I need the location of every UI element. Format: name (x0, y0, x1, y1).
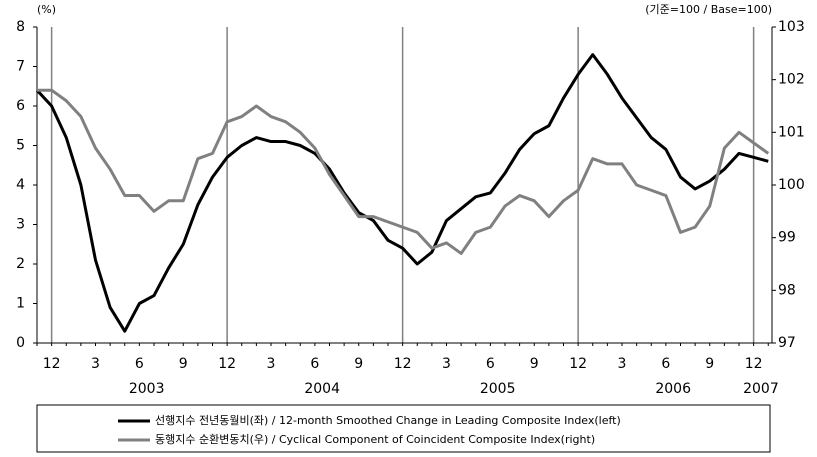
y2-tick-label: 102 (778, 72, 805, 88)
legend-label: 선행지수 전년동월비(좌) / 12-month Smoothed Change… (155, 414, 621, 427)
x-tick-label: 6 (135, 356, 144, 372)
y-tick-label: 1 (16, 296, 25, 312)
x-tick-label: 6 (310, 356, 319, 372)
y-unit-label: (%) (37, 3, 56, 16)
x-tick-label: 3 (91, 356, 100, 372)
y-tick-label: 0 (16, 335, 25, 351)
x-tick-label: 12 (394, 356, 412, 372)
year-label: 2007 (743, 381, 779, 397)
y-tick-label: 8 (16, 19, 25, 35)
y-tick-label: 5 (16, 138, 25, 154)
y-tick-label: 4 (16, 177, 25, 193)
year-label: 2005 (480, 381, 516, 397)
y2-tick-label: 100 (778, 177, 805, 193)
y-tick-label: 3 (16, 217, 25, 233)
year-label: 2003 (129, 381, 165, 397)
x-tick-label: 12 (218, 356, 236, 372)
y-tick-label: 6 (16, 98, 25, 114)
y-tick-label: 7 (16, 59, 25, 75)
x-tick-label: 3 (618, 356, 627, 372)
x-tick-label: 3 (267, 356, 276, 372)
x-tick-label: 3 (442, 356, 451, 372)
x-tick-label: 9 (354, 356, 363, 372)
y2-tick-label: 103 (778, 19, 805, 35)
y2-tick-label: 98 (778, 282, 796, 298)
series-line (37, 88, 770, 255)
x-tick-label: 12 (745, 356, 763, 372)
y2-unit-label: (기준=100 / Base=100) (645, 3, 772, 16)
x-tick-label: 9 (179, 356, 188, 372)
x-tick-label: 6 (486, 356, 495, 372)
legend-label: 동행지수 순환변동치(우) / Cyclical Component of Co… (155, 433, 595, 446)
x-tick-label: 9 (705, 356, 714, 372)
year-label: 2006 (655, 381, 691, 397)
y2-tick-label: 101 (778, 124, 805, 140)
year-label: 2004 (304, 381, 340, 397)
x-tick-label: 9 (530, 356, 539, 372)
y2-tick-label: 97 (778, 335, 796, 351)
legend-box (36, 404, 771, 453)
y-tick-label: 2 (16, 256, 25, 272)
x-tick-label: 12 (569, 356, 587, 372)
x-tick-label: 6 (661, 356, 670, 372)
series-line (35, 53, 769, 333)
y2-tick-label: 99 (778, 230, 796, 246)
x-tick-label: 12 (43, 356, 61, 372)
